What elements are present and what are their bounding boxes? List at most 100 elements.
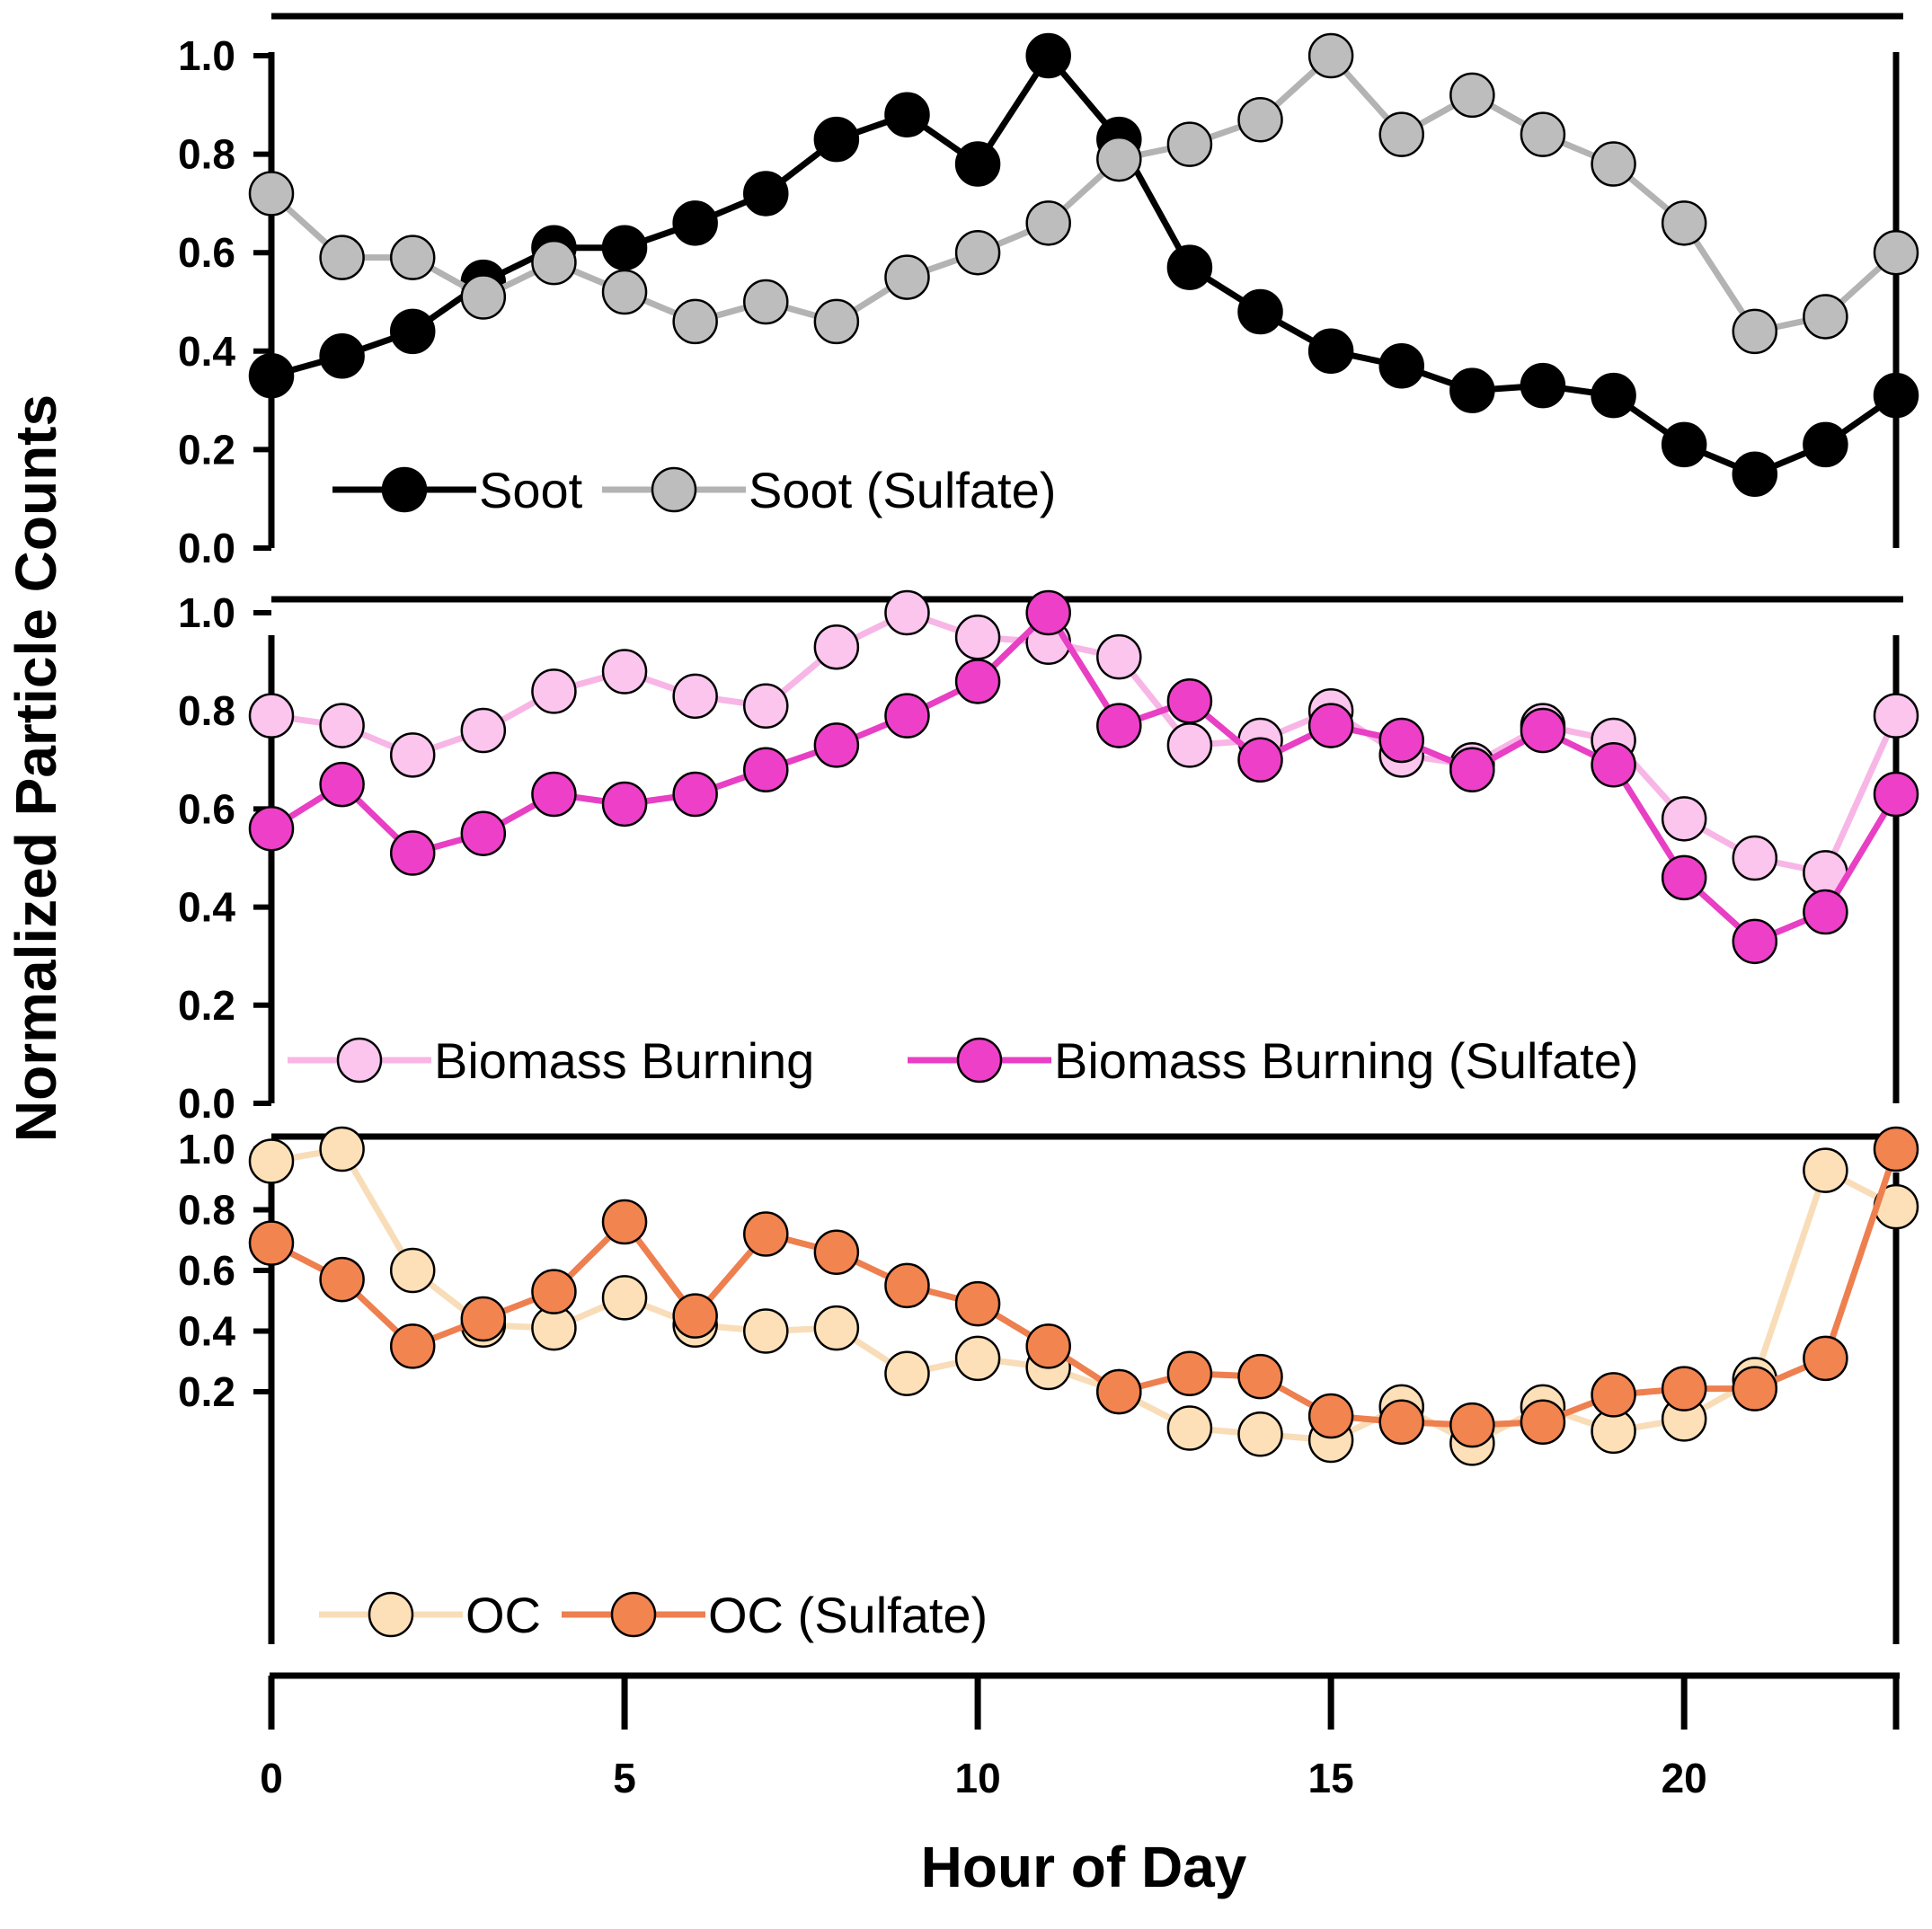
data-point — [1591, 742, 1636, 788]
data-point — [601, 781, 648, 827]
data-point — [1096, 136, 1142, 182]
data-point — [1732, 835, 1778, 881]
y-tick-label: 0.8 — [178, 1187, 235, 1234]
data-point — [1449, 367, 1495, 413]
data-point — [1096, 633, 1142, 680]
x-tick-label: 15 — [1308, 1755, 1354, 1801]
data-point — [601, 1275, 648, 1321]
legend-marker — [336, 1037, 383, 1084]
data-point — [743, 171, 789, 217]
data-point — [1237, 1411, 1283, 1457]
data-point — [1732, 308, 1778, 355]
data-point — [1803, 1147, 1848, 1193]
data-point — [1166, 1350, 1213, 1396]
data-point — [743, 1308, 789, 1354]
data-point — [813, 722, 860, 768]
x-tick-label: 10 — [955, 1755, 1001, 1801]
data-point — [743, 1211, 789, 1257]
data-point — [319, 234, 365, 280]
data-point — [813, 116, 860, 163]
data-point — [1378, 342, 1424, 389]
y-tick-label: 0.8 — [178, 687, 235, 734]
data-point — [389, 234, 436, 280]
data-point — [1025, 1323, 1071, 1369]
data-point — [248, 1220, 295, 1266]
panel-oc: 0.2 0.4 0.6 0.8 1.0 OC OC (Sulfate) — [178, 1126, 1919, 1644]
y-tick-label: 0.6 — [178, 229, 235, 276]
data-point — [743, 279, 789, 325]
legend-marker — [956, 1037, 1003, 1084]
data-point — [1096, 703, 1142, 748]
data-point — [1803, 889, 1848, 935]
y-tick-label: 1.0 — [178, 32, 235, 79]
y-tick-label: 0.2 — [178, 982, 235, 1029]
legend-label: Biomass Burning (Sulfate) — [1054, 1032, 1639, 1089]
data-point — [1873, 229, 1919, 276]
y-tick-label: 0.6 — [178, 1247, 235, 1294]
data-point — [1237, 96, 1283, 143]
data-point — [1096, 1368, 1142, 1415]
data-point — [884, 1350, 930, 1396]
data-point — [1520, 707, 1566, 754]
data-point — [1307, 328, 1354, 375]
data-point — [672, 771, 718, 818]
legend-label: OC — [465, 1587, 541, 1643]
data-point — [1307, 1393, 1354, 1439]
data-point — [1661, 1366, 1707, 1411]
data-point — [1237, 1353, 1283, 1400]
data-point — [813, 298, 860, 345]
data-point — [1803, 294, 1848, 340]
data-point — [884, 589, 930, 636]
data-point — [1732, 1366, 1778, 1411]
data-point — [319, 1126, 365, 1172]
data-point — [743, 683, 789, 729]
data-point — [389, 308, 436, 355]
data-point — [813, 1305, 860, 1351]
data-point — [1873, 372, 1919, 419]
data-point — [954, 141, 1001, 187]
data-point — [954, 615, 1001, 660]
x-tick-label: 0 — [260, 1755, 283, 1801]
series-line — [270, 609, 1900, 876]
data-point — [1591, 372, 1636, 419]
y-tick-label: 1.0 — [178, 1126, 235, 1172]
data-point — [1166, 244, 1213, 290]
data-point — [954, 1280, 1001, 1327]
series-line — [270, 1147, 1900, 1429]
y-tick-label: 0.6 — [178, 785, 235, 832]
series-line — [270, 1146, 1898, 1447]
data-point — [1661, 200, 1707, 246]
data-point — [248, 352, 295, 399]
data-point — [1025, 200, 1071, 246]
y-tick-label: 1.0 — [178, 589, 235, 636]
data-point — [884, 254, 930, 300]
series-soot-0 — [248, 32, 1919, 498]
series-biomass-1 — [248, 589, 1919, 965]
data-point — [601, 269, 648, 315]
x-tick-label: 20 — [1662, 1755, 1707, 1801]
data-point — [389, 1247, 436, 1294]
data-point — [1166, 678, 1213, 724]
data-point — [884, 92, 930, 138]
data-point — [1803, 421, 1848, 468]
y-tick-label: 0.0 — [178, 1080, 235, 1127]
y-tick-label: 0.0 — [178, 525, 235, 571]
data-point — [672, 298, 718, 345]
data-point — [1449, 1402, 1495, 1448]
data-point — [531, 771, 577, 818]
data-point — [601, 225, 648, 270]
y-axis-title: Normalized Particle Counts — [4, 394, 68, 1142]
series-oc-1 — [248, 1126, 1919, 1448]
series-line — [270, 609, 1900, 945]
legend-oc: OC OC (Sulfate) — [319, 1587, 988, 1643]
data-point — [1307, 32, 1354, 79]
data-point — [460, 274, 507, 320]
data-point — [1237, 288, 1283, 335]
data-point — [460, 1296, 507, 1342]
data-point — [319, 703, 365, 748]
data-point — [460, 707, 507, 754]
data-point — [1661, 796, 1707, 842]
